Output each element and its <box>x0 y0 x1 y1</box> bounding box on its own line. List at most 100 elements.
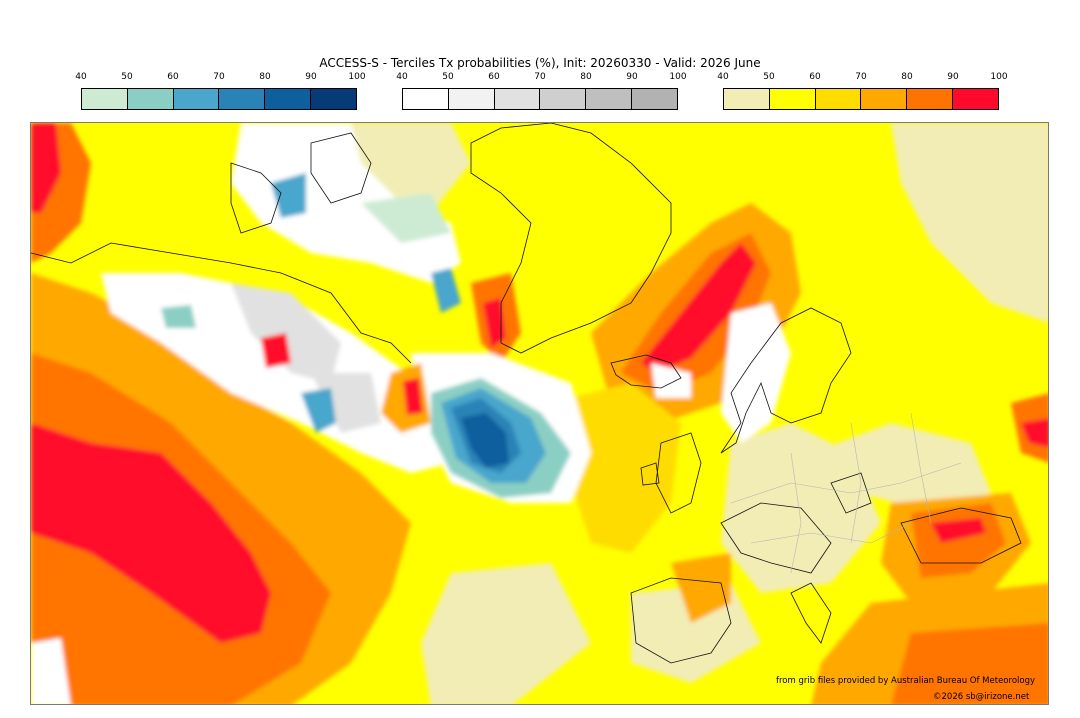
legend-tick-label: 50 <box>763 72 775 82</box>
legend-tick-label: 100 <box>669 72 687 82</box>
legend-tick-label: 70 <box>534 72 546 82</box>
legend-color-swatch <box>219 89 266 109</box>
legend-tick-label: 100 <box>348 72 366 82</box>
legend-colorbar <box>723 88 999 110</box>
legend-color-swatch <box>632 89 677 109</box>
border-line <box>730 462 962 504</box>
coastline-france-germany <box>720 502 832 574</box>
legend-tick-label: 70 <box>213 72 225 82</box>
legend-tick-label: 80 <box>901 72 913 82</box>
border-line <box>750 522 912 544</box>
white-region-southwest <box>31 638 71 704</box>
blue-region-newfoundland <box>301 388 336 433</box>
legend-tick-label: 80 <box>259 72 271 82</box>
legend-color-swatch <box>82 89 128 109</box>
legend-tick-label: 90 <box>947 72 959 82</box>
legend-color-swatch <box>494 89 541 109</box>
legend-tick-label: 60 <box>488 72 500 82</box>
yellow-region-greenland-interior <box>471 163 631 293</box>
near-normal-legend: 40 50 60 70 80 90 100 <box>396 72 687 114</box>
white-region-iceland <box>651 363 691 398</box>
coastline-ireland <box>640 462 660 486</box>
coastline-baltic <box>830 472 872 514</box>
legend-color-swatch <box>815 89 862 109</box>
white-region-scandinavia <box>721 303 791 443</box>
red-region-norwegian-sea <box>641 243 756 373</box>
legend-tick-label: 60 <box>167 72 179 82</box>
blue-region-davis-strait <box>431 268 461 313</box>
coastline-baffin-island <box>310 132 372 204</box>
legend-tick-label: 40 <box>717 72 729 82</box>
legend-color-swatch <box>173 89 220 109</box>
blue-region-hudson-bay <box>271 173 306 218</box>
coastline-greenland <box>470 123 672 354</box>
border-line <box>850 422 862 544</box>
red-region-west-atlantic <box>31 423 271 643</box>
coastline-italy <box>790 582 832 644</box>
above-normal-legend: 40 50 60 70 80 90 100 <box>717 72 1008 114</box>
border-line <box>910 412 932 524</box>
copyright-credit: ©2026 sb@irizone.net <box>933 692 1030 702</box>
red-region-newfoundland-east <box>403 378 423 415</box>
country-borders <box>730 412 962 574</box>
pale-region-siberia <box>891 123 1048 323</box>
legend-color-swatch <box>724 89 770 109</box>
red-region-caspian <box>1021 418 1048 448</box>
coastline-scandinavia <box>720 307 852 454</box>
white-region-canadian-archipelago <box>231 123 461 283</box>
pale-region-east-europe <box>811 423 991 513</box>
red-region-greenland-southwest <box>483 298 506 348</box>
data-source-credit: from grib files provided by Australian B… <box>776 676 1036 686</box>
red-spot-labrador <box>261 333 291 368</box>
coastline-black-sea <box>900 507 1022 564</box>
grey-region-newfoundland <box>311 373 381 433</box>
legend-tick-label: 90 <box>305 72 317 82</box>
map-canvas <box>31 123 1048 704</box>
gold-region-north-atlantic <box>551 383 681 553</box>
coastline-canada <box>31 242 412 364</box>
legend-color-swatch <box>907 89 954 109</box>
dark-blue-region-central-atlantic <box>461 413 509 468</box>
legend-color-swatch <box>311 89 356 109</box>
coastline-hudson-bay <box>230 162 282 234</box>
legend-colorbar <box>81 88 357 110</box>
legend-color-swatch <box>953 89 998 109</box>
probability-map <box>30 122 1049 705</box>
probability-fields <box>31 123 1048 704</box>
legend-colorbar <box>402 88 678 110</box>
legend-tick-label: 60 <box>809 72 821 82</box>
legend-color-swatch <box>586 89 633 109</box>
legend-tick-label: 40 <box>396 72 408 82</box>
legend-tick-label: 80 <box>580 72 592 82</box>
legend-color-swatch <box>265 89 312 109</box>
coastline-iceland <box>610 354 682 389</box>
legend-ticks: 40 50 60 70 80 90 100 <box>75 72 365 84</box>
legend-tick-label: 50 <box>121 72 133 82</box>
pale-region-atlantic-south <box>421 563 591 704</box>
red-region-canada-north <box>31 123 61 213</box>
pale-region-iberia <box>631 583 761 683</box>
legend-color-swatch <box>127 89 174 109</box>
red-region-black-sea <box>931 518 986 543</box>
border-line <box>790 452 802 574</box>
map-title: ACCESS-S - Terciles Tx probabilities (%)… <box>319 56 761 70</box>
orange-region-bay-of-biscay <box>671 553 731 623</box>
teal-region-labrador <box>161 305 196 328</box>
legend-color-swatch <box>403 89 449 109</box>
legend-tick-label: 90 <box>626 72 638 82</box>
legend-tick-label: 40 <box>75 72 87 82</box>
legend-ticks: 40 50 60 70 80 90 100 <box>717 72 1007 84</box>
legend-ticks: 40 50 60 70 80 90 100 <box>396 72 686 84</box>
dark-orange-region-middle-east <box>891 623 1048 704</box>
below-normal-legend: 40 50 60 70 80 90 100 <box>75 72 366 114</box>
legend-color-swatch <box>861 89 908 109</box>
legend-tick-label: 70 <box>855 72 867 82</box>
legend-tick-label: 50 <box>442 72 454 82</box>
legend-color-swatch <box>769 89 816 109</box>
legend-tick-label: 100 <box>990 72 1008 82</box>
legend-color-swatch <box>540 89 587 109</box>
coastline-iberia <box>630 577 732 664</box>
coastlines <box>31 123 1022 664</box>
legend-color-swatch <box>448 89 495 109</box>
green-region-baffin-bay <box>361 193 451 243</box>
